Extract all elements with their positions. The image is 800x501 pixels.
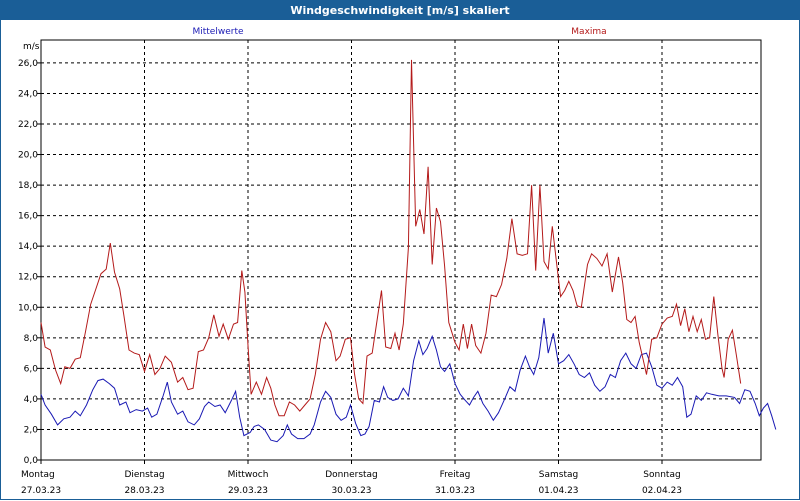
x-day-label: Montag bbox=[21, 470, 55, 480]
legend-maxima: Maxima bbox=[571, 27, 606, 37]
x-tick-labels: Montag 27.03.23 Dienstag 28.03.23 Mittwoch 29… bbox=[21, 470, 682, 496]
x-date-label: 01.04.23 bbox=[538, 486, 578, 496]
x-day-label: Samstag bbox=[539, 470, 578, 480]
y-tick-label: 24,0 bbox=[18, 89, 38, 99]
x-date-label: 28.03.23 bbox=[124, 486, 164, 496]
series-line-mittelwerte bbox=[40, 317, 777, 443]
x-date-label: 31.03.23 bbox=[435, 486, 475, 496]
y-tick-label: 6,0 bbox=[24, 364, 39, 374]
series-lines bbox=[40, 59, 777, 443]
y-tick-label: 0,0 bbox=[24, 456, 39, 466]
x-day-label: Mittwoch bbox=[228, 470, 269, 480]
y-tick-labels: 0,0 2,0 4,0 6,0 8,0 10,0 12,0 14,0 16,0 18,0 20,0 2… bbox=[18, 59, 38, 466]
y-tick-label: 14,0 bbox=[18, 242, 38, 252]
y-tick-label: 10,0 bbox=[18, 303, 38, 313]
y-tick-label: 20,0 bbox=[18, 151, 38, 161]
y-tick-label: 22,0 bbox=[18, 120, 38, 130]
legend-mittelwerte: Mittelwerte bbox=[192, 27, 243, 37]
x-date-label: 30.03.23 bbox=[331, 486, 371, 496]
y-tick-label: 26,0 bbox=[18, 59, 38, 69]
y-tick-label: 4,0 bbox=[24, 395, 39, 405]
x-date-label: 02.04.23 bbox=[642, 486, 682, 496]
window-title: Windgeschwindigkeit [m/s] skaliert bbox=[1, 1, 799, 20]
x-day-label: Sonntag bbox=[643, 470, 680, 480]
x-day-label: Dienstag bbox=[124, 470, 164, 480]
x-day-label: Donnerstag bbox=[325, 470, 378, 480]
plot-area bbox=[40, 39, 762, 461]
x-date-label: 29.03.23 bbox=[228, 486, 268, 496]
grid-lines bbox=[37, 40, 761, 464]
y-tick-label: 12,0 bbox=[18, 273, 38, 283]
x-day-label: Freitag bbox=[440, 470, 471, 480]
y-axis-unit-label: m/s bbox=[23, 42, 40, 52]
y-tick-label: 2,0 bbox=[24, 425, 39, 435]
y-tick-label: 8,0 bbox=[24, 334, 39, 344]
x-date-label: 27.03.23 bbox=[21, 486, 61, 496]
y-tick-label: 16,0 bbox=[18, 212, 38, 222]
y-tick-label: 18,0 bbox=[18, 181, 38, 191]
series-line-maxima bbox=[40, 59, 742, 417]
